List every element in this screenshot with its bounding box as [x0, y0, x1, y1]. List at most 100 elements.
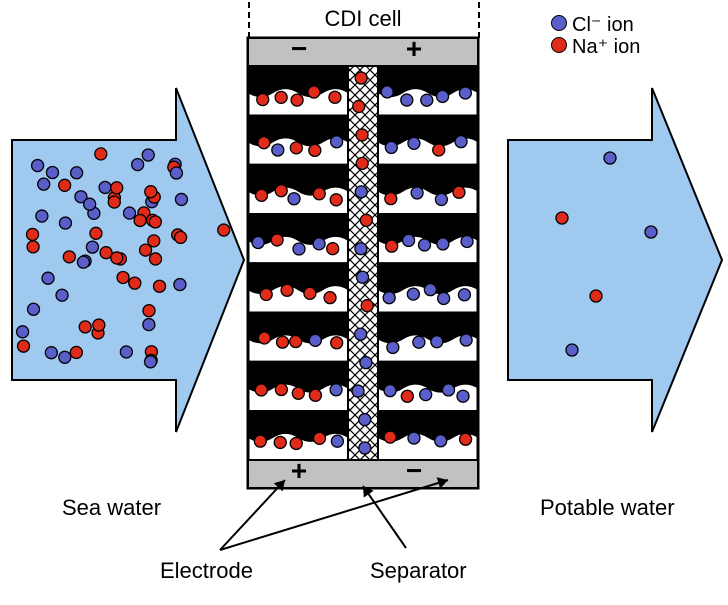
na-ion: [256, 189, 268, 201]
na-ion: [258, 332, 270, 344]
cl-ion: [355, 186, 367, 198]
cl-ion: [330, 384, 342, 396]
cl-ion: [435, 435, 447, 447]
na-ion: [70, 346, 82, 358]
na-ion: [309, 144, 321, 156]
cl-ion: [38, 178, 50, 190]
cl-ion: [381, 86, 393, 98]
cl-ion: [28, 303, 40, 315]
cl-ion: [84, 198, 96, 210]
cl-ion: [288, 193, 300, 205]
cl-ion: [384, 385, 396, 397]
cl-ion: [383, 292, 395, 304]
na-ion: [330, 194, 342, 206]
na-legend-label: Na⁺ ion: [572, 34, 640, 59]
cell-top-cap: [248, 38, 478, 66]
na-ion: [453, 186, 465, 198]
electrode-band: [378, 165, 484, 196]
cl-ion: [331, 435, 343, 447]
cl-ion: [435, 193, 447, 205]
output-arrow: [508, 88, 722, 432]
cl-ion: [56, 289, 68, 301]
cl-ion: [424, 284, 436, 296]
cl-ion: [407, 288, 419, 300]
na-ion: [313, 188, 325, 200]
na-ion: [154, 280, 166, 292]
cl-ion: [455, 136, 467, 148]
na-ion: [460, 433, 472, 445]
callout-electrode-right: [220, 480, 448, 550]
cl-ion: [408, 137, 420, 149]
na-ion: [277, 336, 289, 348]
cl-ion: [123, 207, 135, 219]
na-ion: [95, 148, 107, 160]
na-ion: [327, 243, 339, 255]
cl-ion: [357, 271, 369, 283]
na-ion: [360, 214, 372, 226]
na-ion: [384, 431, 396, 443]
label-sea-water: Sea water: [62, 495, 161, 521]
na-ion: [93, 319, 105, 331]
label-potable-water: Potable water: [540, 495, 675, 521]
na-ion: [149, 216, 161, 228]
cell-title: CDI cell: [256, 6, 470, 32]
na-ion: [275, 91, 287, 103]
cl-ion: [331, 136, 343, 148]
na-ion: [258, 137, 270, 149]
na-ion: [257, 94, 269, 106]
cl-ion: [32, 160, 44, 172]
na-ion: [590, 290, 602, 302]
na-ion: [355, 72, 367, 84]
cl-ion: [142, 149, 154, 161]
cl-ion: [252, 237, 264, 249]
na-ion: [150, 253, 162, 265]
na-ion: [129, 277, 141, 289]
cl-ion: [458, 289, 470, 301]
cl-ion: [293, 243, 305, 255]
na-ion: [361, 300, 373, 312]
sign-top-left: −: [291, 36, 308, 67]
input-arrow: [12, 88, 244, 432]
na-ion: [274, 436, 286, 448]
sign-top-right: +: [406, 36, 423, 67]
na-ion: [433, 144, 445, 156]
na-ion: [304, 287, 316, 299]
sign-bottom-left: +: [291, 458, 308, 489]
cl-ion: [77, 256, 89, 268]
cl-ion: [360, 357, 372, 369]
cl-ion: [403, 234, 415, 246]
cl-ion: [438, 292, 450, 304]
na-ion: [290, 437, 302, 449]
na-ion: [329, 91, 341, 103]
sign-bottom-right: −: [406, 458, 423, 489]
cl-ion: [352, 385, 364, 397]
label-electrode: Electrode: [160, 558, 253, 584]
na-ion: [59, 179, 71, 191]
cl-ion: [457, 390, 469, 402]
na-ion: [111, 182, 123, 194]
na-ion: [145, 186, 157, 198]
cl-ion: [45, 347, 57, 359]
na-ion: [356, 157, 368, 169]
na-ion: [27, 228, 39, 240]
cl-ion: [359, 442, 371, 454]
na-ion: [385, 193, 397, 205]
cl-ion: [411, 187, 423, 199]
na-ion: [79, 321, 91, 333]
label-separator: Separator: [370, 558, 467, 584]
cl-ion: [313, 238, 325, 250]
na-ion: [90, 227, 102, 239]
cl-ion: [17, 326, 29, 338]
cl-ion: [359, 414, 371, 426]
na-ion: [275, 185, 287, 197]
cl-ion: [355, 243, 367, 255]
na-legend-swatch: [551, 37, 567, 53]
na-ion: [308, 86, 320, 98]
cl-ion: [604, 152, 616, 164]
separator-column: [348, 66, 378, 460]
na-ion: [260, 288, 272, 300]
cl-ion: [145, 356, 157, 368]
cl-ion: [71, 167, 83, 179]
na-ion: [117, 271, 129, 283]
cl-ion: [459, 87, 471, 99]
